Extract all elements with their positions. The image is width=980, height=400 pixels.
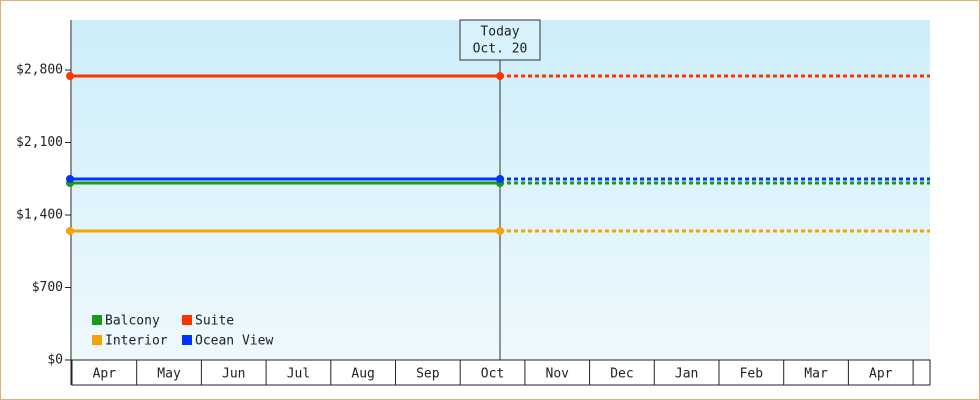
legend-label: Suite	[195, 314, 234, 329]
x-tick-label: Nov	[546, 367, 570, 382]
y-tick-label: $1,400	[16, 208, 63, 223]
legend-label: Balcony	[105, 314, 160, 329]
legend-label: Ocean View	[195, 334, 273, 349]
x-tick-label: Apr	[869, 367, 893, 382]
y-tick-label: $2,100	[16, 135, 63, 150]
x-tick-label: Dec	[610, 367, 633, 382]
y-tick-label: $700	[32, 280, 63, 295]
legend-swatch	[92, 335, 102, 345]
y-tick-label: $2,800	[16, 63, 63, 78]
x-tick-label: Jul	[287, 367, 310, 382]
today-date: Oct. 20	[473, 42, 528, 57]
series-point	[66, 174, 74, 183]
series-point	[496, 226, 504, 235]
legend-swatch	[182, 335, 192, 345]
y-tick-label: $0	[47, 353, 63, 368]
legend-swatch	[92, 315, 102, 325]
x-tick-label: May	[157, 367, 181, 382]
today-title: Today	[480, 25, 519, 40]
x-tick-label: Jun	[222, 367, 245, 382]
today-box	[459, 19, 541, 61]
legend-label: Interior	[105, 334, 168, 349]
x-tick-label: Apr	[93, 367, 117, 382]
series-point	[66, 226, 74, 235]
x-tick-label: Sep	[416, 367, 440, 382]
month-strip	[71, 359, 931, 386]
plot-area	[72, 20, 930, 360]
x-tick-label: Jan	[675, 367, 698, 382]
x-tick-label: Mar	[804, 367, 828, 382]
x-tick-label: Feb	[740, 367, 764, 382]
series-point	[66, 72, 74, 81]
x-tick-label: Aug	[351, 367, 374, 382]
legend-swatch	[182, 315, 192, 325]
series-point	[496, 72, 504, 81]
x-tick-label: Oct	[481, 367, 504, 382]
series-point	[496, 174, 504, 183]
